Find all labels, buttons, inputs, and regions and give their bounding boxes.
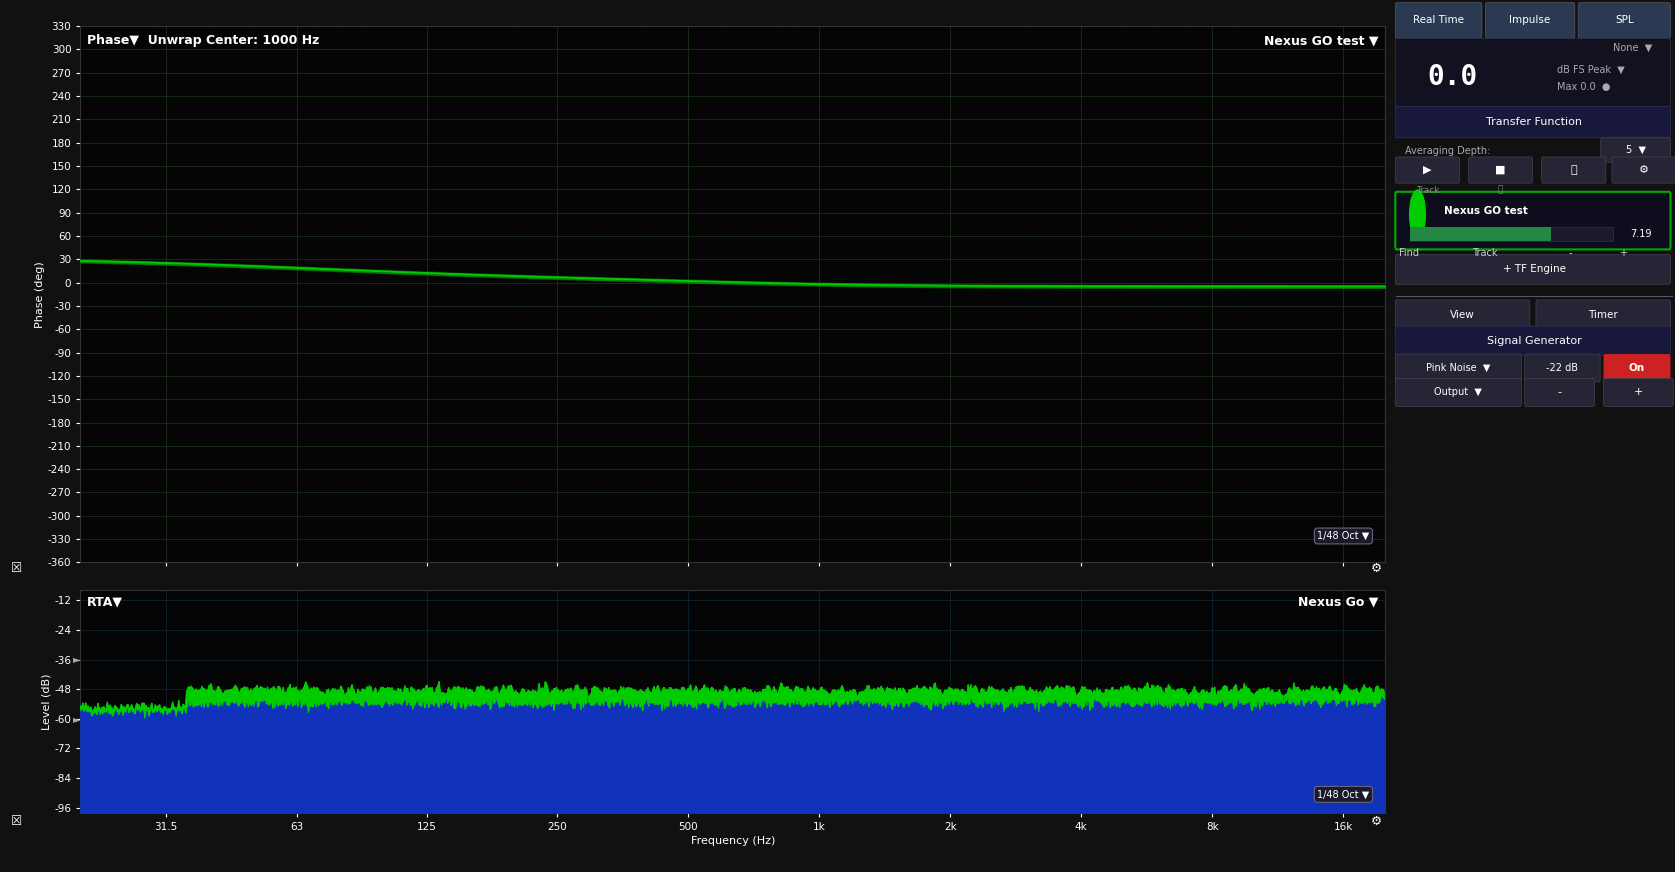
FancyBboxPatch shape xyxy=(1410,227,1551,241)
Text: dB FS Peak  ▼: dB FS Peak ▼ xyxy=(1556,65,1625,75)
Text: Impulse: Impulse xyxy=(1509,15,1551,25)
Text: Phase▼  Unwrap Center: 1000 Hz: Phase▼ Unwrap Center: 1000 Hz xyxy=(87,34,320,47)
FancyBboxPatch shape xyxy=(1578,3,1670,38)
Text: +: + xyxy=(1633,387,1643,398)
Text: 5  ▼: 5 ▼ xyxy=(1626,145,1645,155)
Text: Max 0.0  ●: Max 0.0 ● xyxy=(1556,82,1610,92)
Text: Nexus GO test ▼: Nexus GO test ▼ xyxy=(1265,34,1379,47)
Text: Track: Track xyxy=(1472,248,1497,258)
Text: None  ▼: None ▼ xyxy=(1613,43,1653,53)
Text: ⏸: ⏸ xyxy=(1571,165,1576,175)
FancyBboxPatch shape xyxy=(1601,138,1670,162)
Y-axis label: Level (dB): Level (dB) xyxy=(42,673,52,730)
FancyBboxPatch shape xyxy=(1524,378,1595,406)
Text: 1/48 Oct ▼: 1/48 Oct ▼ xyxy=(1317,531,1370,541)
Text: ▶: ▶ xyxy=(1424,165,1432,175)
FancyBboxPatch shape xyxy=(1541,157,1606,183)
FancyBboxPatch shape xyxy=(1469,157,1533,183)
Text: Averaging Depth:: Averaging Depth: xyxy=(1405,146,1491,156)
FancyBboxPatch shape xyxy=(1395,192,1670,249)
Text: On: On xyxy=(1630,363,1645,373)
Text: SPL: SPL xyxy=(1615,15,1633,25)
Text: Transfer Function: Transfer Function xyxy=(1486,117,1583,127)
FancyBboxPatch shape xyxy=(1395,255,1670,284)
FancyBboxPatch shape xyxy=(1486,3,1574,38)
FancyBboxPatch shape xyxy=(1395,38,1670,108)
FancyBboxPatch shape xyxy=(1611,157,1675,183)
FancyBboxPatch shape xyxy=(1603,354,1670,382)
Text: ►: ► xyxy=(74,655,80,664)
Text: ►: ► xyxy=(74,714,80,724)
Text: ■: ■ xyxy=(1496,165,1506,175)
FancyBboxPatch shape xyxy=(1536,300,1670,330)
Text: +: + xyxy=(1618,248,1626,258)
Text: View: View xyxy=(1451,310,1476,320)
Text: 0.0: 0.0 xyxy=(1427,63,1477,91)
FancyBboxPatch shape xyxy=(1395,326,1670,356)
Text: -22 dB: -22 dB xyxy=(1546,363,1578,373)
Text: RTA▼: RTA▼ xyxy=(87,596,122,609)
Text: ☒: ☒ xyxy=(12,815,22,828)
X-axis label: Frequency (Hz): Frequency (Hz) xyxy=(690,836,776,846)
Text: Track: Track xyxy=(1415,186,1439,194)
Text: ⚙: ⚙ xyxy=(1372,815,1382,828)
Text: 1/48 Oct ▼: 1/48 Oct ▼ xyxy=(1317,789,1370,800)
FancyBboxPatch shape xyxy=(1395,106,1670,138)
Text: Real Time: Real Time xyxy=(1414,15,1464,25)
Y-axis label: Phase (deg): Phase (deg) xyxy=(35,261,45,328)
Text: Frequency (Hz): Frequency (Hz) xyxy=(690,592,776,602)
Text: Pink Noise  ▼: Pink Noise ▼ xyxy=(1425,363,1491,373)
Text: 7.19: 7.19 xyxy=(1630,228,1652,239)
Text: ☒: ☒ xyxy=(12,562,22,575)
Circle shape xyxy=(1410,190,1425,239)
Text: Output  ▼: Output ▼ xyxy=(1434,387,1482,398)
FancyBboxPatch shape xyxy=(1524,354,1600,382)
Text: -: - xyxy=(1568,248,1571,258)
FancyBboxPatch shape xyxy=(1395,3,1482,38)
Text: Nexus GO test: Nexus GO test xyxy=(1444,206,1528,216)
Text: + TF Engine: + TF Engine xyxy=(1502,264,1566,275)
Text: ⏰: ⏰ xyxy=(1497,186,1502,194)
Text: Find: Find xyxy=(1399,248,1419,258)
Text: Nexus Go ▼: Nexus Go ▼ xyxy=(1298,596,1379,609)
Text: Signal Generator: Signal Generator xyxy=(1487,336,1581,346)
FancyBboxPatch shape xyxy=(1395,300,1529,330)
FancyBboxPatch shape xyxy=(1410,227,1613,241)
FancyBboxPatch shape xyxy=(1395,157,1459,183)
FancyBboxPatch shape xyxy=(1603,378,1673,406)
Text: -: - xyxy=(1558,387,1561,398)
Text: Timer: Timer xyxy=(1588,310,1618,320)
Text: ⚙: ⚙ xyxy=(1640,165,1650,175)
Text: ⚙: ⚙ xyxy=(1372,562,1382,575)
FancyBboxPatch shape xyxy=(1395,378,1521,406)
FancyBboxPatch shape xyxy=(1395,354,1521,382)
